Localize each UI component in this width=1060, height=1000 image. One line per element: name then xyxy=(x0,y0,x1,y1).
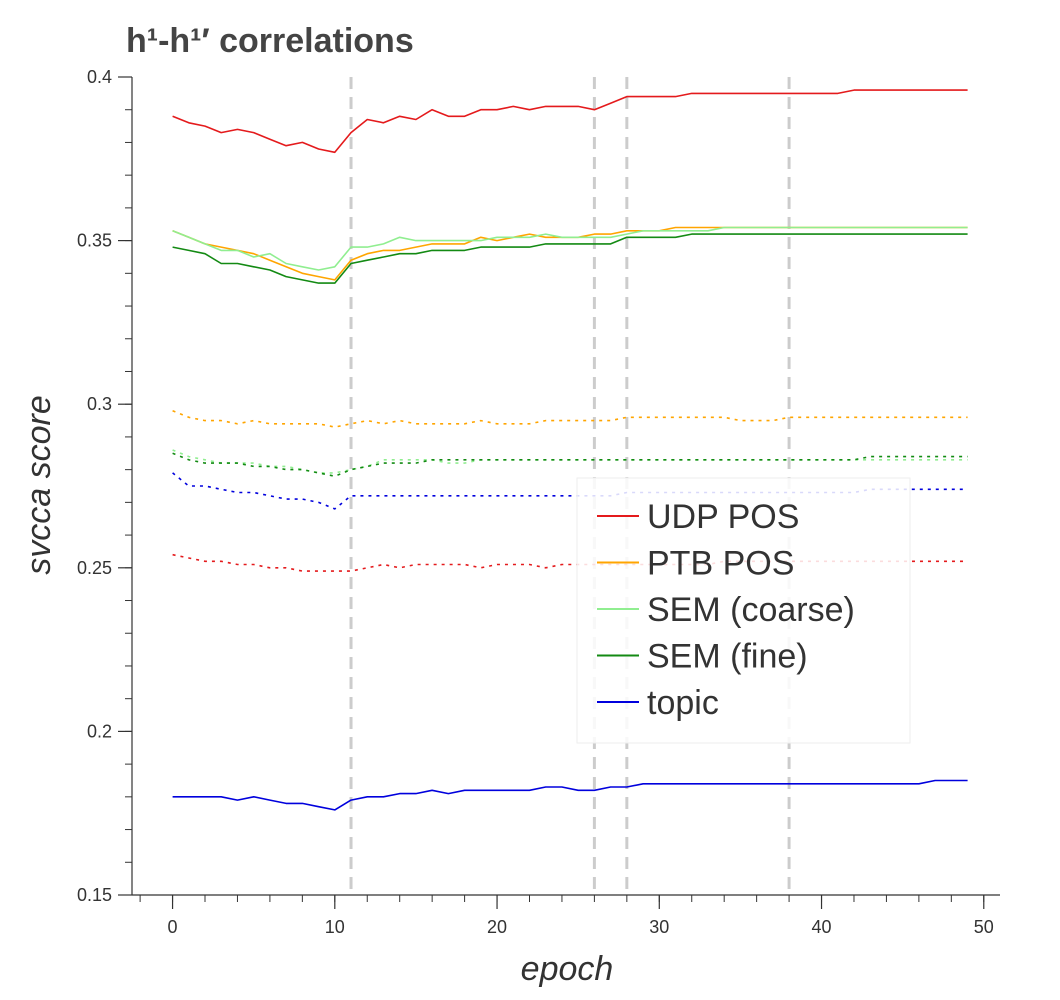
axes: 0.15 0.2 0.25 0.3 0.35 0.4 0 10 20 30 40 50 xyxy=(77,67,1000,937)
legend-label: SEM (fine) xyxy=(647,638,808,676)
series-line-138a13-dotted-dotted xyxy=(172,452,968,478)
y-tick-label: 0.35 xyxy=(77,231,112,251)
series-line-sem-fine xyxy=(172,233,968,284)
series-line-udp-pos xyxy=(172,89,968,154)
x-tick-label: 10 xyxy=(325,917,345,937)
series-line-ptb-pos xyxy=(172,226,968,281)
y-tick-label: 0.4 xyxy=(87,67,112,87)
x-axis-title: epoch xyxy=(521,950,614,988)
y-tick-label: 0.15 xyxy=(77,885,112,905)
chart-title: h¹-h¹′ correlations xyxy=(126,22,414,60)
series-line-e41a1c-dotted-dotted xyxy=(172,553,968,572)
legend-label: SEM (coarse) xyxy=(647,591,855,629)
series-line-topic xyxy=(172,779,968,811)
x-tick-label: 50 xyxy=(974,917,994,937)
legend[interactable]: UDP POS PTB POS SEM (coarse) SEM (fine) topi… xyxy=(576,477,911,744)
legend-box xyxy=(576,477,911,744)
series-line-sem-coarse xyxy=(172,226,968,271)
x-tick-label: 0 xyxy=(168,917,178,937)
y-tick-label: 0.2 xyxy=(87,721,112,741)
legend-label: PTB POS xyxy=(647,545,794,583)
y-tick-label: 0.3 xyxy=(87,394,112,414)
x-tick-label: 30 xyxy=(649,917,669,937)
x-tick-label: 40 xyxy=(812,917,832,937)
legend-label: UDP POS xyxy=(647,498,799,536)
series-line-ffa500-dotted-dotted xyxy=(172,409,968,428)
y-tick-label: 0.25 xyxy=(77,558,112,578)
x-tick-label: 20 xyxy=(487,917,507,937)
legend-label: topic xyxy=(647,684,719,722)
y-axis-title: svcca score xyxy=(20,395,58,575)
